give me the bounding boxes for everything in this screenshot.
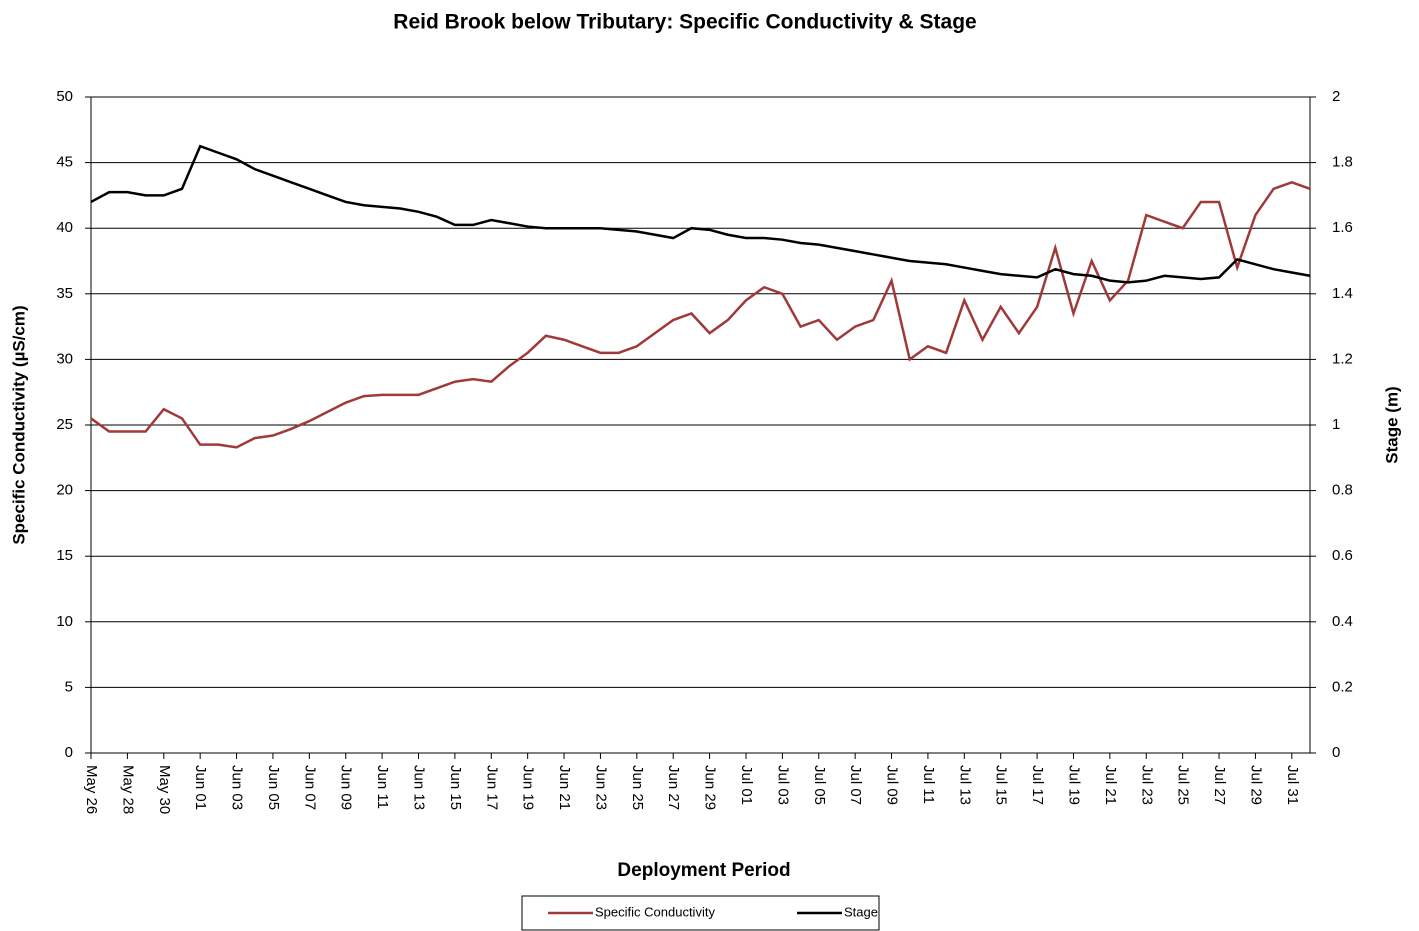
x-tick-label: Jul 23 xyxy=(1138,765,1155,805)
x-tick-label: Jun 17 xyxy=(483,765,500,810)
x-tick-label: May 26 xyxy=(83,765,100,814)
y2-tick-label: 2 xyxy=(1332,88,1340,105)
x-tick-label: Jun 23 xyxy=(592,765,609,810)
x-tick-label: Jun 29 xyxy=(702,765,719,810)
x-tick-label: Jun 13 xyxy=(411,765,428,810)
y-tick-label: 50 xyxy=(56,88,73,105)
x-axis-title: Deployment Period xyxy=(617,860,790,881)
x-tick-label: Jun 21 xyxy=(556,765,573,810)
x-tick-label: Jun 03 xyxy=(229,765,246,810)
y2-tick-label: 0.4 xyxy=(1332,613,1353,630)
series-line xyxy=(90,144,1311,284)
x-tick-label: Jul 01 xyxy=(738,765,755,805)
x-tick-label: Jun 07 xyxy=(301,765,318,810)
y2-tick-label: 0 xyxy=(1332,744,1340,761)
y-tick-label: 15 xyxy=(56,547,73,564)
x-tick-label: Jun 05 xyxy=(265,765,282,810)
x-tick-label: Jul 25 xyxy=(1175,765,1192,805)
y2-tick-label: 1.2 xyxy=(1332,350,1353,367)
y-tick-label: 30 xyxy=(56,350,73,367)
x-tick-label: Jul 13 xyxy=(956,765,973,805)
x-tick-label: Jun 27 xyxy=(665,765,682,810)
x-tick-label: Jul 31 xyxy=(1284,765,1301,805)
x-tick-label: Jun 15 xyxy=(447,765,464,810)
x-tick-label: Jun 19 xyxy=(520,765,537,810)
y2-axis-title: Stage (m) xyxy=(1382,386,1401,463)
x-tick-label: Jun 01 xyxy=(192,765,209,810)
y2-tick-label: 0.2 xyxy=(1332,678,1353,695)
y2-tick-label: 0.8 xyxy=(1332,482,1353,499)
x-tick-label: Jun 09 xyxy=(338,765,355,810)
x-tick-label: Jul 27 xyxy=(1211,765,1228,805)
y-tick-label: 20 xyxy=(56,482,73,499)
x-tick-label: Jun 11 xyxy=(374,765,391,809)
y2-tick-label: 1.6 xyxy=(1332,219,1353,236)
y2-tick-label: 1 xyxy=(1332,416,1340,433)
y2-tick-label: 1.4 xyxy=(1332,285,1353,302)
y-tick-label: 25 xyxy=(56,416,73,433)
x-tick-label: Jul 21 xyxy=(1102,765,1119,805)
y-tick-label: 0 xyxy=(65,744,73,761)
x-tick-label: Jul 05 xyxy=(811,765,828,805)
x-tick-label: Jul 03 xyxy=(774,765,791,805)
x-tick-label: Jul 19 xyxy=(1066,765,1083,805)
x-tick-label: May 30 xyxy=(156,765,173,814)
y-tick-label: 5 xyxy=(65,678,73,695)
x-tick-label: Jul 15 xyxy=(993,765,1010,805)
y-axis-title: Specific Conductivity (µS/cm) xyxy=(9,305,28,544)
x-tick-label: Jul 17 xyxy=(1029,765,1046,805)
y2-tick-label: 1.8 xyxy=(1332,154,1353,171)
y-tick-label: 10 xyxy=(56,613,73,630)
x-tick-label: May 28 xyxy=(119,765,136,814)
legend-label: Stage xyxy=(844,904,878,919)
y-tick-label: 35 xyxy=(56,285,73,302)
chart-title: Reid Brook below Tributary: Specific Con… xyxy=(393,11,976,34)
legend-label: Specific Conductivity xyxy=(595,904,715,919)
x-tick-label: Jul 11 xyxy=(920,765,937,804)
y2-tick-label: 0.6 xyxy=(1332,547,1353,564)
y-tick-label: 45 xyxy=(56,154,73,171)
x-tick-label: Jun 25 xyxy=(629,765,646,810)
x-tick-label: Jul 07 xyxy=(847,765,864,805)
x-tick-label: Jul 09 xyxy=(884,765,901,805)
x-tick-label: Jul 29 xyxy=(1247,765,1264,805)
series-line xyxy=(90,180,1311,449)
y-tick-label: 40 xyxy=(56,219,73,236)
